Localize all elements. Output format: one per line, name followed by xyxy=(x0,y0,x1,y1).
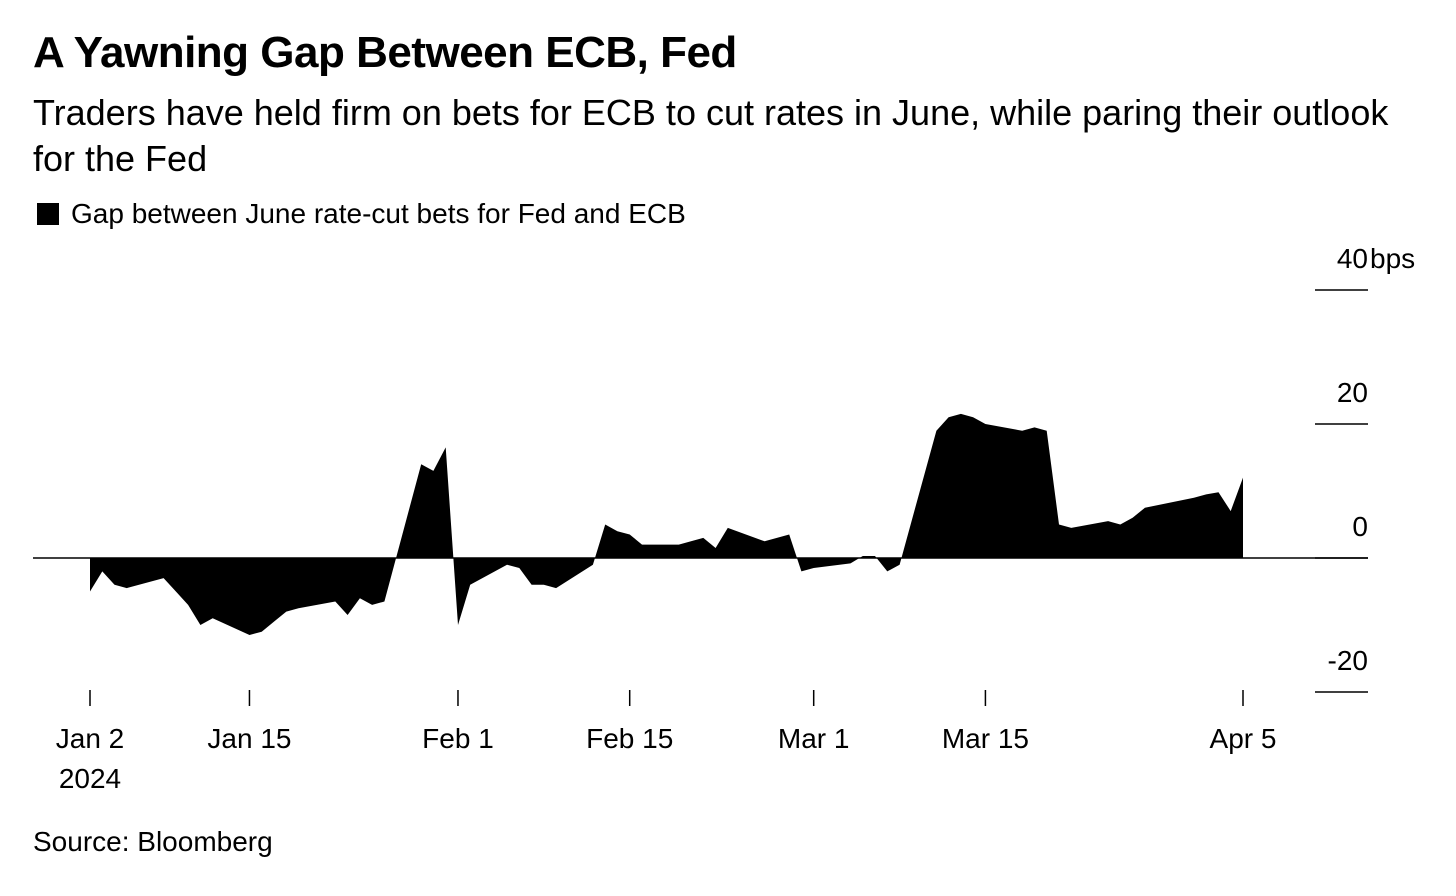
x-tick-label: Jan 2 xyxy=(56,723,125,754)
series-area-0 xyxy=(90,413,1243,635)
y-tick-label: 0 xyxy=(1352,511,1368,542)
y-tick-label: 20 xyxy=(1337,377,1368,408)
legend-label: Gap between June rate-cut bets for Fed a… xyxy=(71,198,686,229)
y-tick-label: -20 xyxy=(1328,645,1368,676)
x-tick-label: Jan 15 xyxy=(207,723,291,754)
chart-legend: Gap between June rate-cut bets for Fed a… xyxy=(37,198,686,230)
x-tick-sublabel: 2024 xyxy=(59,763,121,794)
y-axis-unit: bps xyxy=(1370,243,1415,274)
legend-swatch xyxy=(37,203,59,225)
chart-title: A Yawning Gap Between ECB, Fed xyxy=(33,28,737,77)
source-note: Source: Bloomberg xyxy=(33,826,273,857)
x-tick-label: Mar 1 xyxy=(778,723,850,754)
chart-subtitle: Traders have held firm on bets for ECB t… xyxy=(33,92,1389,179)
y-tick-label: 40 xyxy=(1337,243,1368,274)
x-tick-label: Feb 15 xyxy=(586,723,673,754)
x-tick-label: Apr 5 xyxy=(1210,723,1277,754)
x-tick-label: Mar 15 xyxy=(942,723,1029,754)
x-tick-label: Feb 1 xyxy=(422,723,494,754)
